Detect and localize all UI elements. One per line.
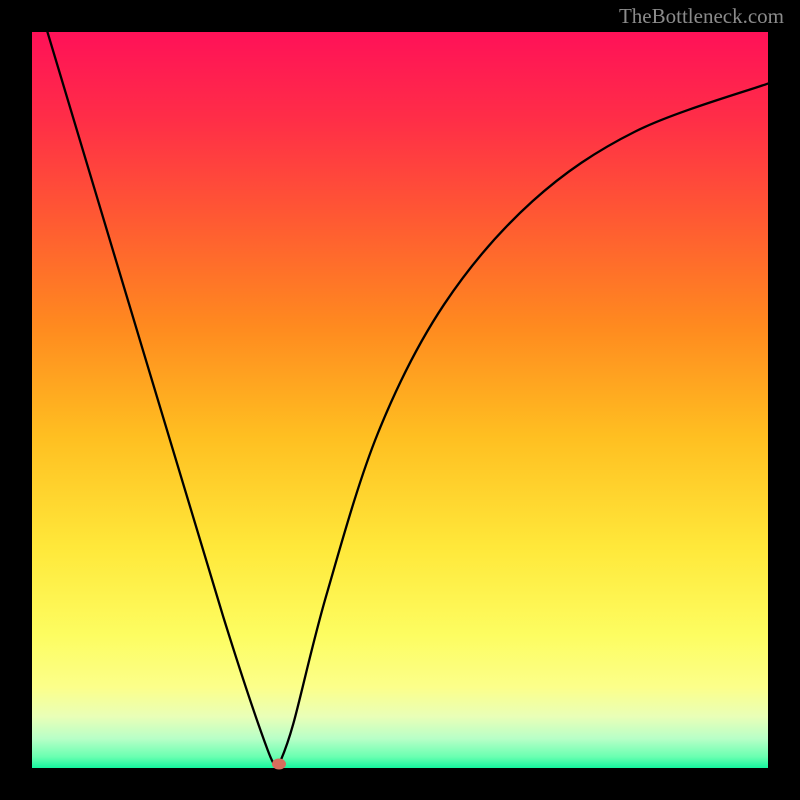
bottleneck-curve-path bbox=[32, 0, 768, 766]
optimal-point-marker bbox=[272, 758, 286, 769]
chart-curve-layer bbox=[32, 32, 768, 768]
bottleneck-chart bbox=[32, 32, 768, 768]
watermark-text: TheBottleneck.com bbox=[619, 4, 784, 29]
